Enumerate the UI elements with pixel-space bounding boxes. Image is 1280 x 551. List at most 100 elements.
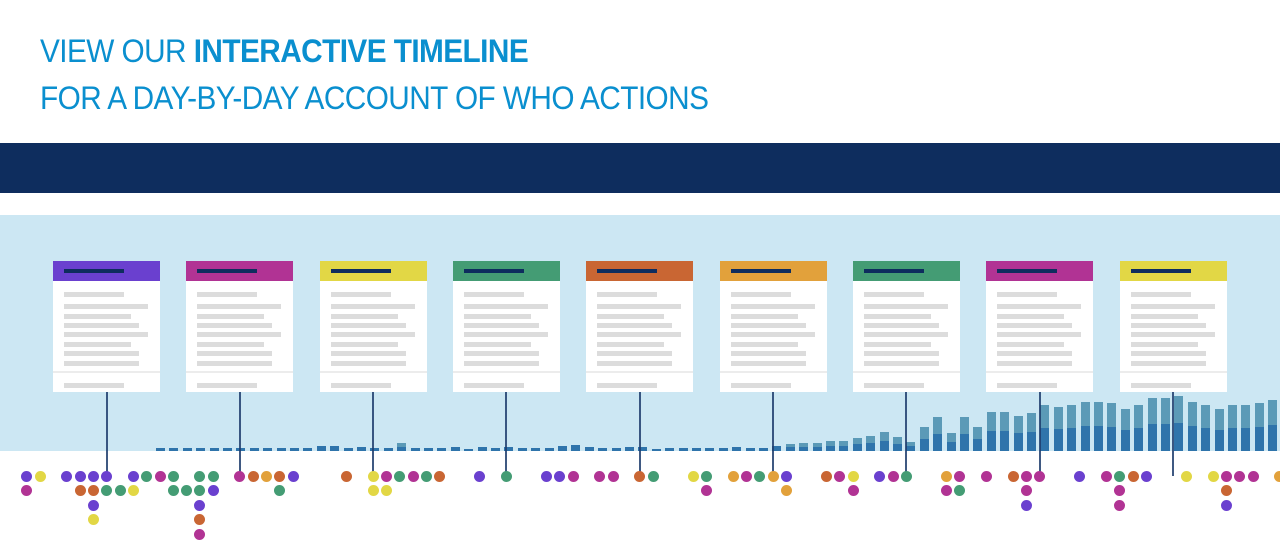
event-dot[interactable] (887, 470, 899, 482)
event-dot[interactable] (207, 470, 219, 482)
event-dot[interactable] (287, 470, 299, 482)
event-dot[interactable] (1034, 470, 1046, 482)
event-dot[interactable] (101, 485, 113, 496)
event-dot[interactable] (167, 470, 179, 482)
event-dot[interactable] (1247, 470, 1259, 482)
event-dot[interactable] (127, 470, 139, 482)
event-dot[interactable] (394, 470, 406, 482)
event-dot[interactable] (74, 470, 86, 482)
event-dot[interactable] (634, 470, 646, 482)
event-dot[interactable] (1020, 499, 1032, 511)
event-dot[interactable] (247, 470, 259, 482)
event-dot[interactable] (87, 514, 99, 525)
event-dot[interactable] (687, 470, 699, 482)
event-card[interactable] (319, 261, 427, 392)
event-dot[interactable] (980, 470, 992, 482)
event-dot[interactable] (767, 470, 779, 482)
event-dot[interactable] (940, 470, 952, 482)
event-card[interactable] (586, 261, 694, 392)
event-dot[interactable] (341, 470, 353, 482)
event-dot[interactable] (1114, 499, 1126, 511)
event-dot[interactable] (141, 470, 153, 482)
event-dot[interactable] (101, 470, 113, 482)
event-dot[interactable] (194, 499, 206, 511)
event-dot[interactable] (1100, 470, 1112, 482)
event-dot[interactable] (1074, 470, 1086, 482)
event-dot[interactable] (874, 470, 886, 482)
event-dot[interactable] (274, 470, 286, 482)
event-dot[interactable] (834, 470, 846, 482)
event-dot[interactable] (821, 470, 832, 482)
event-dot[interactable] (261, 470, 273, 482)
event-dot[interactable] (34, 470, 46, 482)
event-dot[interactable] (474, 470, 486, 482)
event-dot[interactable] (701, 470, 713, 482)
event-dot[interactable] (567, 470, 579, 482)
event-dot[interactable] (74, 485, 86, 496)
event-dot[interactable] (607, 470, 619, 482)
event-dot[interactable] (594, 470, 606, 482)
event-dot[interactable] (381, 485, 393, 496)
event-dot[interactable] (1007, 470, 1019, 482)
event-dot[interactable] (781, 485, 792, 496)
event-dot[interactable] (127, 485, 139, 496)
event-dot[interactable] (367, 485, 379, 496)
event-dot[interactable] (900, 470, 912, 482)
event-card[interactable] (452, 261, 560, 392)
event-dot[interactable] (847, 470, 859, 482)
event-dot[interactable] (1220, 499, 1232, 511)
event-dot[interactable] (754, 470, 766, 482)
event-dot[interactable] (194, 485, 206, 496)
event-dot[interactable] (234, 470, 246, 482)
event-dot[interactable] (1127, 470, 1139, 482)
event-dot[interactable] (207, 485, 219, 496)
event-dot[interactable] (1274, 470, 1280, 482)
event-dot[interactable] (407, 470, 419, 482)
event-dot[interactable] (61, 470, 73, 482)
event-card[interactable] (53, 261, 160, 392)
event-dot[interactable] (1207, 470, 1219, 482)
event-dot[interactable] (954, 470, 966, 482)
event-dot[interactable] (1140, 470, 1152, 482)
event-dot[interactable] (367, 470, 379, 482)
event-card[interactable] (1119, 261, 1227, 392)
event-dot[interactable] (541, 470, 553, 482)
event-dot[interactable] (167, 485, 179, 496)
event-dot[interactable] (21, 470, 33, 482)
event-dot[interactable] (1114, 470, 1126, 482)
event-dot[interactable] (940, 485, 952, 496)
event-dot[interactable] (1020, 485, 1032, 496)
event-dot[interactable] (194, 528, 206, 540)
event-dot[interactable] (114, 485, 126, 496)
event-dot[interactable] (87, 485, 99, 496)
event-dot[interactable] (181, 485, 193, 496)
event-dot[interactable] (501, 470, 513, 482)
event-card[interactable] (719, 261, 827, 392)
event-dot[interactable] (87, 499, 99, 511)
event-dot[interactable] (1180, 470, 1192, 482)
event-dot[interactable] (154, 470, 166, 482)
event-dot[interactable] (954, 485, 966, 496)
event-dot[interactable] (21, 485, 33, 496)
event-dot[interactable] (381, 470, 393, 482)
event-dot[interactable] (781, 470, 792, 482)
event-dot[interactable] (194, 514, 206, 525)
event-dot[interactable] (434, 470, 446, 482)
event-dot[interactable] (1234, 470, 1246, 482)
event-dot[interactable] (1220, 470, 1232, 482)
event-dot[interactable] (554, 470, 566, 482)
event-card[interactable] (186, 261, 294, 392)
event-dot[interactable] (87, 470, 99, 482)
event-dot[interactable] (701, 485, 713, 496)
event-dot[interactable] (194, 470, 206, 482)
event-dot[interactable] (847, 485, 859, 496)
event-dot[interactable] (1114, 485, 1126, 496)
event-dot[interactable] (741, 470, 753, 482)
event-dot[interactable] (421, 470, 433, 482)
event-card[interactable] (852, 261, 960, 392)
event-card[interactable] (986, 261, 1094, 392)
event-dot[interactable] (727, 470, 739, 482)
event-dot[interactable] (647, 470, 659, 482)
event-dot[interactable] (1220, 485, 1232, 496)
event-dot[interactable] (274, 485, 286, 496)
